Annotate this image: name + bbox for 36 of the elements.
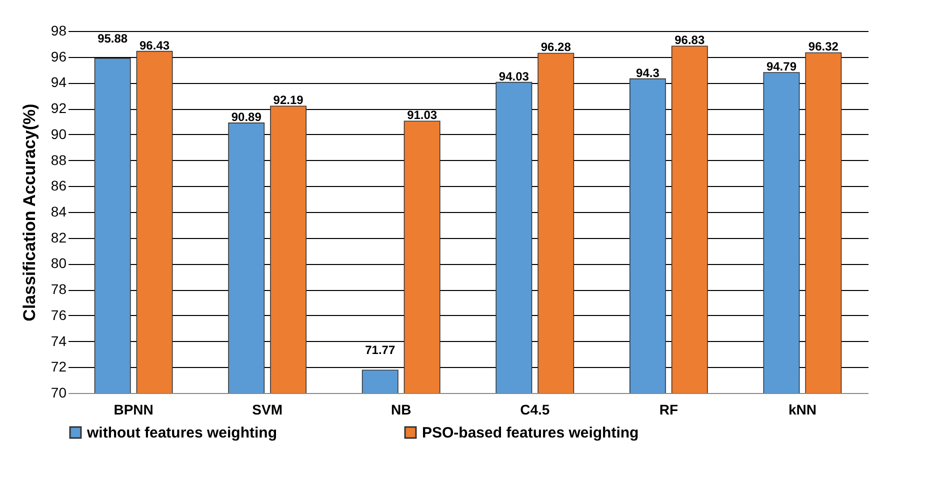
x-tick-label: SVM bbox=[252, 402, 283, 418]
x-tick-label: RF bbox=[659, 402, 678, 418]
y-tick-label: 98 bbox=[50, 22, 67, 38]
data-label: 94.03 bbox=[498, 69, 530, 84]
y-tick-label: 86 bbox=[50, 178, 67, 194]
x-tick-label: BPNN bbox=[114, 402, 154, 418]
legend-label: without features weighting bbox=[86, 424, 277, 442]
data-label: 92.19 bbox=[273, 93, 304, 108]
data-label: 96.83 bbox=[674, 33, 705, 48]
y-tick-label: 82 bbox=[50, 229, 67, 246]
y-tick-label: 78 bbox=[50, 281, 67, 298]
x-tick-label: kNN bbox=[788, 402, 816, 418]
data-label: 71.77 bbox=[365, 343, 396, 358]
y-tick-label: 72 bbox=[50, 358, 67, 375]
data-label: 95.88 bbox=[98, 31, 128, 46]
data-label: 90.89 bbox=[231, 110, 262, 124]
legend-label: PSO-based features weighting bbox=[422, 424, 639, 442]
data-label: 94.79 bbox=[766, 60, 797, 74]
data-label: 94.3 bbox=[636, 66, 660, 80]
y-tick-label: 70 bbox=[50, 384, 67, 400]
y-tick-label: 84 bbox=[50, 204, 67, 220]
data-label: 96.32 bbox=[808, 40, 839, 54]
y-tick-label: 90 bbox=[50, 126, 67, 142]
y-axis-title: Classification Accuracy(%) bbox=[20, 104, 39, 322]
y-tick-label: 94 bbox=[50, 74, 67, 90]
y-tick-label: 80 bbox=[50, 255, 67, 272]
y-tick-label: 74 bbox=[50, 332, 67, 349]
y-tick-label: 88 bbox=[50, 152, 67, 168]
y-tick-label: 96 bbox=[50, 48, 67, 64]
x-tick-label: NB bbox=[390, 402, 412, 418]
data-label: 96.28 bbox=[540, 40, 572, 54]
data-label: 96.43 bbox=[140, 38, 170, 52]
y-tick-label: 76 bbox=[50, 306, 67, 323]
x-tick-label: C4.5 bbox=[520, 402, 550, 418]
y-tick-label: 92 bbox=[50, 100, 67, 116]
data-label: 91.03 bbox=[407, 108, 438, 122]
